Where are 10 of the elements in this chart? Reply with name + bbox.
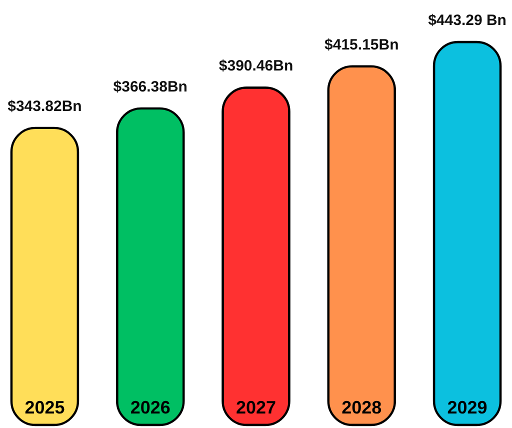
x-tick-label: 2025	[24, 398, 65, 418]
data-label: $415.15Bn	[324, 36, 399, 54]
x-tick-label: 2028	[342, 398, 382, 418]
data-label: $443.29 Bn	[428, 12, 506, 29]
data-label: $366.38Bn	[113, 78, 188, 96]
data-label: $343.82Bn	[8, 98, 82, 115]
data-label: $390.46Bn	[218, 58, 294, 75]
x-tick-label: 2029	[447, 398, 488, 418]
x-tick-label: 2027	[236, 398, 276, 418]
x-tick-label: 2026	[130, 398, 170, 418]
